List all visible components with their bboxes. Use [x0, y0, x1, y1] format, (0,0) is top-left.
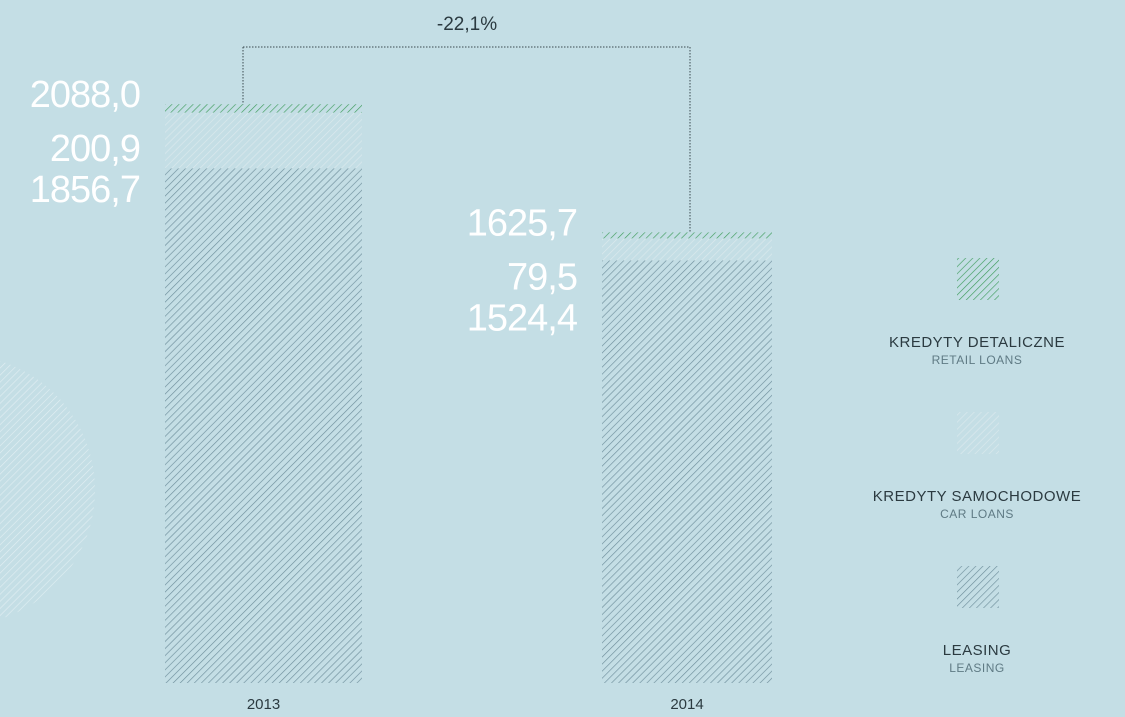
value-label: 200,9 [50, 128, 140, 170]
decoration [0, 361, 95, 619]
legend-swatch [957, 412, 999, 454]
bar-segment [165, 168, 362, 683]
x-tick-label: 2014 [670, 696, 703, 713]
legend-swatch [957, 566, 999, 608]
bar-segment [602, 238, 772, 261]
x-tick-label: 2013 [247, 696, 280, 713]
change-annotation: -22,1% [437, 14, 497, 35]
legend-sublabel: RETAIL LOANS [932, 353, 1023, 367]
bar-segment [165, 112, 362, 169]
value-label: 1856,7 [30, 169, 140, 211]
total-label: 2088,0 [30, 74, 140, 116]
bar-segment [602, 232, 772, 239]
total-label: 1625,7 [467, 202, 577, 244]
legend-swatch [957, 258, 999, 300]
legend-sublabel: CAR LOANS [940, 507, 1014, 521]
legend-label: LEASING [943, 642, 1012, 659]
value-label: 79,5 [507, 256, 577, 298]
legend-label: KREDYTY DETALICZNE [889, 334, 1065, 351]
legend-sublabel: LEASING [949, 661, 1005, 675]
bar-segment [602, 260, 772, 683]
bar-segment [165, 104, 362, 113]
legend-label: KREDYTY SAMOCHODOWE [873, 488, 1081, 505]
value-label: 1524,4 [467, 297, 578, 339]
